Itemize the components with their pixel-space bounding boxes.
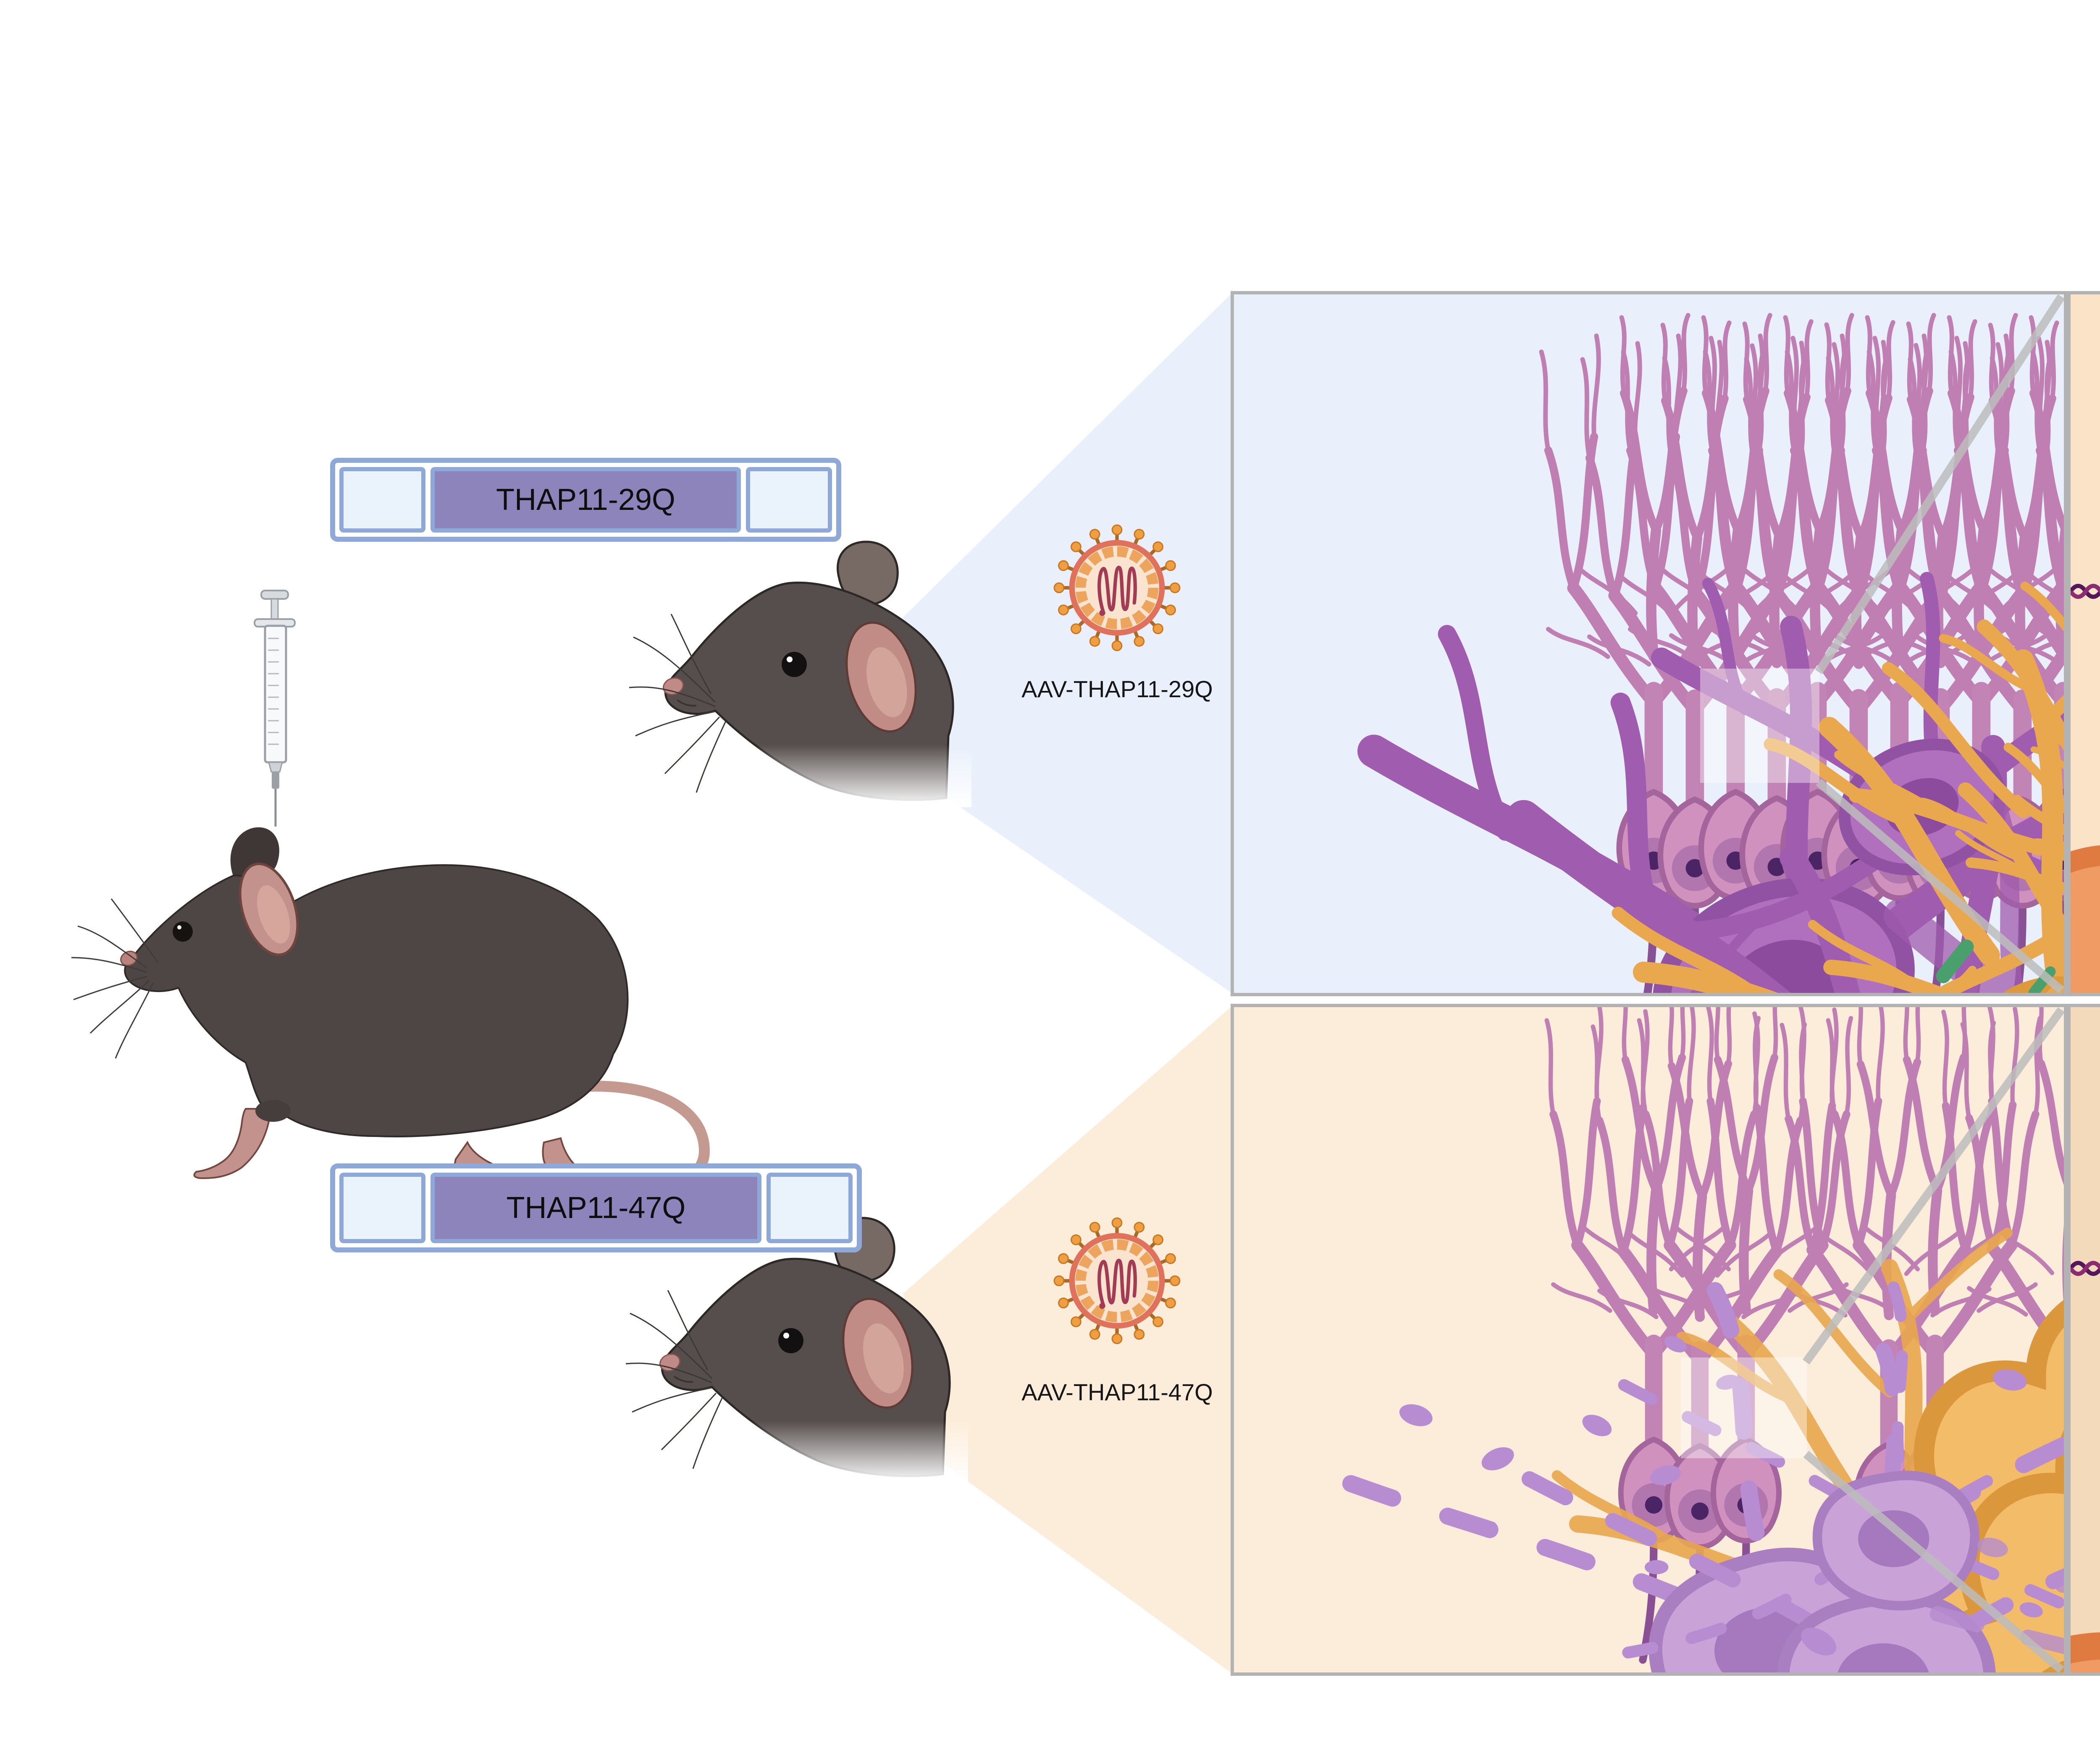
aav-virus-icon-47q bbox=[1054, 1218, 1180, 1344]
cell-scene-29q bbox=[2071, 294, 2100, 993]
aav-virus-icon-29q bbox=[1054, 525, 1180, 651]
healthy-tissue-scene bbox=[1234, 294, 2064, 993]
mouse-head-29q bbox=[629, 542, 971, 807]
degenerated-tissue-scene bbox=[1234, 1007, 2064, 1672]
whiskers bbox=[71, 898, 158, 1059]
highlight-square bbox=[1700, 669, 1819, 783]
construct-flank-left bbox=[339, 467, 425, 533]
syringe-icon bbox=[254, 590, 296, 827]
highlight-square bbox=[1681, 1357, 1807, 1458]
construct-label-29q: THAP11-29Q bbox=[430, 467, 741, 533]
mouse-illustration bbox=[71, 827, 710, 1222]
construct-box-47q: THAP11-47Q bbox=[330, 1163, 862, 1252]
cell-panel-29q: Transcription Promoter TREM2 THAP11-29Q … bbox=[2067, 291, 2100, 996]
construct-flank-left bbox=[339, 1173, 425, 1243]
dna-strand bbox=[2071, 584, 2100, 599]
virus-label-29q: AAV-THAP11-29Q bbox=[1021, 676, 1213, 702]
virus-label-47q: AAV-THAP11-47Q bbox=[1021, 1379, 1213, 1405]
construct-box-29q: THAP11-29Q bbox=[330, 458, 841, 542]
construct-label-47q: THAP11-47Q bbox=[430, 1173, 761, 1243]
funnel-top bbox=[903, 293, 1232, 993]
nucleus bbox=[2071, 294, 2100, 993]
construct-flank-right bbox=[766, 1173, 853, 1243]
zoom-lines bbox=[1802, 1007, 2064, 1672]
nucleus bbox=[2071, 1007, 2100, 1662]
construct-flank-right bbox=[746, 467, 832, 533]
cell-scene-47q bbox=[2071, 1007, 2100, 1672]
zoom-lines bbox=[1815, 294, 2064, 993]
funnel-bottom bbox=[903, 1006, 1232, 1674]
mouse-head-47q bbox=[626, 1218, 968, 1483]
cell-panel-47q: Transcription Promoter TREM2 THAP11-47Q … bbox=[2067, 1004, 2100, 1676]
tissue-panel-29q bbox=[1231, 291, 2067, 996]
dna-strand bbox=[2071, 1261, 2100, 1276]
tissue-panel-47q bbox=[1231, 1004, 2067, 1676]
